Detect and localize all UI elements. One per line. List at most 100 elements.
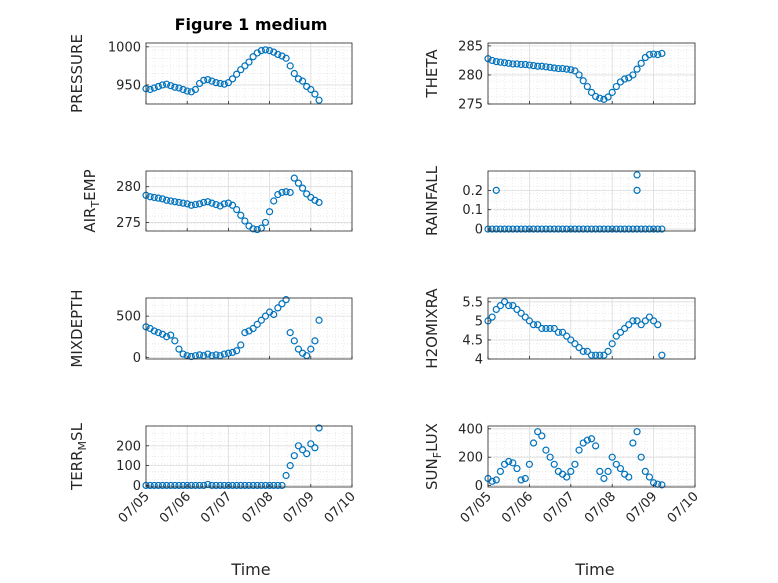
data-point — [509, 60, 517, 68]
data-point — [294, 345, 303, 353]
y-tick-label: 0 — [475, 223, 483, 238]
axes-background — [488, 298, 695, 359]
y-axis-label-suffix: LUX — [423, 423, 441, 452]
data-point — [241, 62, 249, 70]
data-point — [237, 341, 245, 349]
data-point — [261, 481, 270, 490]
data-point — [200, 198, 208, 207]
data-point — [315, 424, 323, 432]
y-tick-label: 5.5 — [462, 295, 483, 310]
data-point — [286, 329, 294, 337]
data-point — [567, 336, 575, 344]
data-point — [529, 439, 538, 447]
data-point — [216, 202, 224, 210]
data-point — [228, 348, 237, 357]
data-point — [270, 197, 278, 205]
y-tick-label: 0 — [133, 351, 141, 366]
data-point — [233, 481, 241, 490]
y-axis-label-subscript: M — [76, 441, 89, 451]
data-point — [500, 225, 509, 233]
data-point — [171, 198, 179, 206]
data-point — [224, 199, 232, 207]
data-point — [241, 481, 249, 490]
data-point — [249, 53, 257, 61]
data-point — [633, 225, 641, 233]
data-point — [604, 347, 612, 355]
axes-background — [488, 171, 695, 231]
data-point — [282, 188, 290, 196]
data-point — [579, 347, 587, 355]
data-point — [220, 80, 228, 88]
data-point — [307, 440, 315, 448]
y-axis-label-main: MIXDEPTH — [68, 289, 86, 367]
data-point — [596, 467, 604, 475]
data-point — [633, 186, 641, 194]
data-point — [274, 481, 282, 490]
data-point — [496, 467, 505, 475]
y-tick-label: 100 — [116, 459, 141, 474]
data-point — [525, 225, 534, 233]
data-point — [146, 193, 154, 201]
axes-box — [145, 170, 353, 232]
data-point — [261, 312, 270, 320]
data-point — [175, 481, 183, 490]
data-point — [290, 452, 298, 460]
data-point — [274, 50, 282, 59]
data-point — [175, 84, 183, 92]
data-point — [492, 57, 500, 66]
data-point — [500, 298, 509, 306]
data-point — [150, 193, 158, 202]
data-point — [183, 87, 191, 95]
data-point — [558, 64, 567, 73]
y-axis-label-main: RAINFALL — [423, 165, 441, 236]
data-point — [633, 428, 641, 436]
data-point — [171, 83, 179, 91]
data-point — [641, 467, 649, 475]
data-point — [621, 225, 629, 233]
data-point — [558, 225, 567, 233]
data-point — [654, 51, 662, 59]
data-point — [488, 313, 496, 321]
y-axis-label: PRESSURE — [68, 34, 86, 113]
subplot-3: 275 280 AIRTEMP — [81, 169, 353, 234]
data-point — [579, 225, 587, 233]
data-point — [261, 46, 270, 54]
data-point — [488, 477, 496, 485]
data-point — [298, 184, 307, 192]
y-axis-label-main: AIR — [81, 208, 99, 233]
data-point — [509, 225, 517, 233]
data-point — [621, 75, 629, 83]
data-point — [625, 321, 633, 329]
data-point — [315, 198, 323, 207]
data-point — [592, 225, 600, 233]
figure-title: Figure 1 medium — [175, 15, 328, 34]
data-point — [542, 225, 550, 233]
data-point — [575, 225, 583, 233]
data-point — [195, 481, 204, 490]
data-point — [266, 481, 274, 490]
y-axis-label: TERRMSL — [68, 422, 89, 491]
data-point — [616, 464, 625, 473]
data-point — [167, 82, 175, 90]
data-point — [315, 316, 323, 324]
data-point — [658, 49, 666, 58]
y-tick-label: 0.1 — [462, 203, 483, 218]
axes-box — [487, 42, 696, 105]
data-point — [604, 225, 612, 233]
y-axis-label-suffix: EMP — [81, 169, 99, 200]
data-point — [587, 435, 596, 443]
data-point — [204, 198, 212, 206]
data-point — [492, 186, 500, 194]
subplot-2: 275 280 285 THETA — [423, 39, 696, 113]
data-point — [187, 481, 195, 490]
data-point — [158, 81, 167, 89]
y-axis-label-main: PRESSURE — [68, 34, 86, 113]
y-tick-label: 280 — [116, 180, 141, 195]
data-point — [575, 71, 583, 79]
data-point — [616, 225, 625, 233]
data-point — [154, 194, 162, 202]
data-point — [488, 56, 496, 65]
data-point — [538, 432, 546, 440]
data-point — [563, 65, 571, 73]
data-point — [654, 321, 662, 329]
